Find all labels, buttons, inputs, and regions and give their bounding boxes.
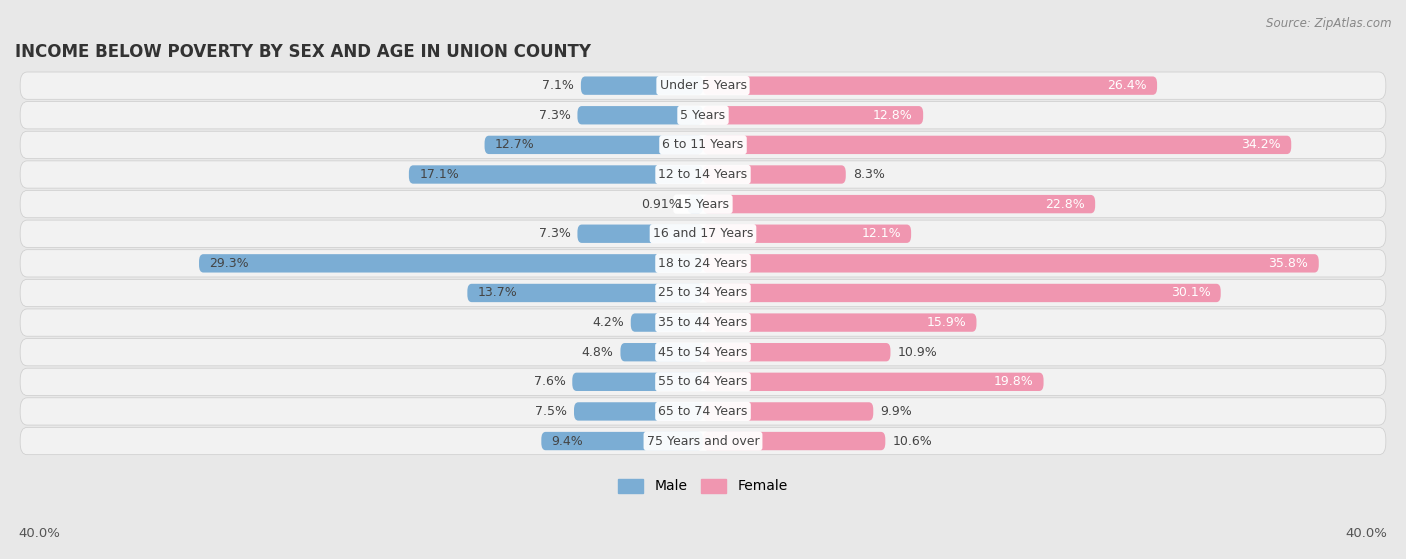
Text: 7.6%: 7.6% xyxy=(533,375,565,389)
Text: 34.2%: 34.2% xyxy=(1241,139,1281,151)
FancyBboxPatch shape xyxy=(703,254,1319,273)
Text: 7.1%: 7.1% xyxy=(543,79,574,92)
Text: 8.3%: 8.3% xyxy=(852,168,884,181)
FancyBboxPatch shape xyxy=(631,314,703,331)
FancyBboxPatch shape xyxy=(620,343,703,361)
Text: Source: ZipAtlas.com: Source: ZipAtlas.com xyxy=(1267,17,1392,30)
Text: 12.7%: 12.7% xyxy=(495,139,534,151)
Text: 30.1%: 30.1% xyxy=(1171,286,1211,300)
Text: 10.6%: 10.6% xyxy=(893,434,932,448)
Text: Under 5 Years: Under 5 Years xyxy=(659,79,747,92)
FancyBboxPatch shape xyxy=(703,314,977,331)
FancyBboxPatch shape xyxy=(485,136,703,154)
FancyBboxPatch shape xyxy=(20,398,1386,425)
FancyBboxPatch shape xyxy=(20,220,1386,247)
Text: 45 to 54 Years: 45 to 54 Years xyxy=(658,345,748,359)
FancyBboxPatch shape xyxy=(20,280,1386,306)
Text: 15 Years: 15 Years xyxy=(676,198,730,211)
Text: 6 to 11 Years: 6 to 11 Years xyxy=(662,139,744,151)
FancyBboxPatch shape xyxy=(703,284,1220,302)
FancyBboxPatch shape xyxy=(578,225,703,243)
Text: 40.0%: 40.0% xyxy=(1346,527,1388,541)
Text: 10.9%: 10.9% xyxy=(897,345,938,359)
FancyBboxPatch shape xyxy=(20,191,1386,218)
Legend: Male, Female: Male, Female xyxy=(613,473,793,499)
Text: 15.9%: 15.9% xyxy=(927,316,966,329)
Text: 7.3%: 7.3% xyxy=(538,227,571,240)
FancyBboxPatch shape xyxy=(703,343,890,361)
FancyBboxPatch shape xyxy=(703,373,1043,391)
Text: 75 Years and over: 75 Years and over xyxy=(647,434,759,448)
FancyBboxPatch shape xyxy=(703,195,1095,214)
FancyBboxPatch shape xyxy=(200,254,703,273)
Text: 17.1%: 17.1% xyxy=(419,168,458,181)
FancyBboxPatch shape xyxy=(20,428,1386,454)
Text: 9.9%: 9.9% xyxy=(880,405,912,418)
Text: 35.8%: 35.8% xyxy=(1268,257,1309,270)
FancyBboxPatch shape xyxy=(703,432,886,450)
Text: 4.8%: 4.8% xyxy=(582,345,613,359)
Text: 13.7%: 13.7% xyxy=(478,286,517,300)
Text: 12 to 14 Years: 12 to 14 Years xyxy=(658,168,748,181)
Text: 25 to 34 Years: 25 to 34 Years xyxy=(658,286,748,300)
Text: 40.0%: 40.0% xyxy=(18,527,60,541)
FancyBboxPatch shape xyxy=(20,72,1386,100)
FancyBboxPatch shape xyxy=(20,339,1386,366)
FancyBboxPatch shape xyxy=(20,250,1386,277)
FancyBboxPatch shape xyxy=(20,131,1386,159)
FancyBboxPatch shape xyxy=(703,225,911,243)
Text: 7.5%: 7.5% xyxy=(536,405,567,418)
Text: 29.3%: 29.3% xyxy=(209,257,249,270)
FancyBboxPatch shape xyxy=(581,77,703,95)
FancyBboxPatch shape xyxy=(703,165,846,184)
FancyBboxPatch shape xyxy=(20,368,1386,395)
FancyBboxPatch shape xyxy=(688,195,703,214)
Text: 16 and 17 Years: 16 and 17 Years xyxy=(652,227,754,240)
FancyBboxPatch shape xyxy=(541,432,703,450)
Text: 19.8%: 19.8% xyxy=(994,375,1033,389)
FancyBboxPatch shape xyxy=(409,165,703,184)
FancyBboxPatch shape xyxy=(578,106,703,125)
FancyBboxPatch shape xyxy=(20,309,1386,336)
FancyBboxPatch shape xyxy=(703,136,1291,154)
Text: 7.3%: 7.3% xyxy=(538,109,571,122)
Text: 22.8%: 22.8% xyxy=(1045,198,1085,211)
FancyBboxPatch shape xyxy=(20,102,1386,129)
FancyBboxPatch shape xyxy=(572,373,703,391)
Text: 12.8%: 12.8% xyxy=(873,109,912,122)
Text: 65 to 74 Years: 65 to 74 Years xyxy=(658,405,748,418)
FancyBboxPatch shape xyxy=(703,402,873,420)
Text: 4.2%: 4.2% xyxy=(592,316,624,329)
FancyBboxPatch shape xyxy=(574,402,703,420)
Text: 5 Years: 5 Years xyxy=(681,109,725,122)
Text: 26.4%: 26.4% xyxy=(1107,79,1147,92)
Text: 35 to 44 Years: 35 to 44 Years xyxy=(658,316,748,329)
FancyBboxPatch shape xyxy=(703,106,924,125)
Text: 0.91%: 0.91% xyxy=(641,198,681,211)
Text: INCOME BELOW POVERTY BY SEX AND AGE IN UNION COUNTY: INCOME BELOW POVERTY BY SEX AND AGE IN U… xyxy=(15,43,591,61)
Text: 12.1%: 12.1% xyxy=(860,227,901,240)
Text: 9.4%: 9.4% xyxy=(551,434,583,448)
FancyBboxPatch shape xyxy=(467,284,703,302)
FancyBboxPatch shape xyxy=(20,161,1386,188)
Text: 55 to 64 Years: 55 to 64 Years xyxy=(658,375,748,389)
Text: 18 to 24 Years: 18 to 24 Years xyxy=(658,257,748,270)
FancyBboxPatch shape xyxy=(703,77,1157,95)
